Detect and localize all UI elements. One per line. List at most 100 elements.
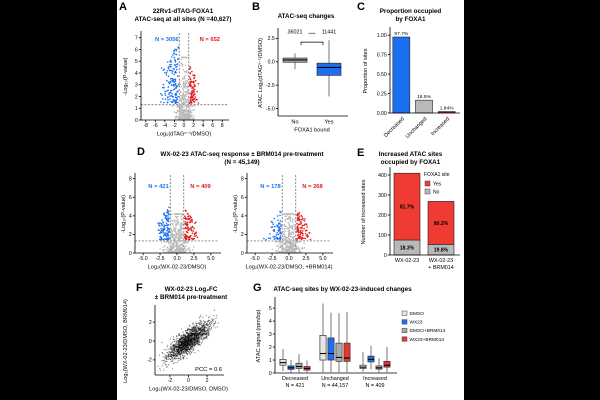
category-label: Increased bbox=[430, 116, 451, 137]
n-up-label: N = 268 bbox=[302, 184, 323, 190]
y-tick-label: 4 bbox=[269, 319, 272, 325]
y-tick-label: 0.50 bbox=[377, 72, 387, 78]
x-axis-label: Log₂(WX-02-23/DMSO, +BRM014) bbox=[246, 265, 333, 271]
panel-C-title: Proportion occupied by FOXA1 bbox=[357, 8, 464, 24]
panel-D-left-chart: N = 421 N = 409 -5.0 -2.5 0.0 2.5 5.0 0 2 4 6 8 Log₂… bbox=[121, 173, 221, 271]
panel-E-label: E bbox=[357, 147, 365, 159]
legend-item-label: No bbox=[433, 189, 440, 195]
y-tick-label: 0 bbox=[241, 251, 244, 257]
points-down bbox=[159, 46, 180, 105]
panel-E-title-line2: occupied by FOXA1 bbox=[380, 159, 441, 167]
y-tick-label: 6 bbox=[129, 195, 132, 201]
y-axis-label: -Log₁₀(P-value) bbox=[233, 195, 239, 233]
y-axis-label: Number of increased sites bbox=[361, 179, 367, 244]
y-tick-label: 5 bbox=[135, 59, 138, 65]
y-tick-label: -2.5 bbox=[266, 83, 275, 89]
x-tick-label: -6 bbox=[153, 123, 158, 129]
x-tick-label: -2.5 bbox=[156, 256, 165, 262]
points-up bbox=[184, 209, 199, 241]
panel-F-title: WX-02-23 Log₂FC ± BRM014 pre-treatment bbox=[131, 286, 251, 302]
bar-value-label: 1.84% bbox=[440, 106, 455, 112]
y-tick-label: 8 bbox=[129, 177, 132, 183]
group-label: Unchanged bbox=[321, 376, 349, 382]
x-tick-label: 6 bbox=[211, 123, 214, 129]
panel-C-chart: 97.7% Decreased 16.5% Unchanged 1.84% Increas… bbox=[363, 27, 460, 140]
panel-A-title-line2: ATAC-seq at all sites (N =40,627) bbox=[134, 16, 232, 24]
y-tick-label: 2.5 bbox=[268, 36, 275, 42]
y-tick-label: 2 bbox=[269, 345, 272, 351]
group-label: N = 421 bbox=[285, 383, 304, 389]
category-label: Decreased bbox=[383, 116, 406, 139]
x-tick-label: 5.0 bbox=[207, 256, 214, 262]
x-tick-label: 5.0 bbox=[319, 256, 326, 262]
panel-B-label: B bbox=[252, 1, 260, 13]
y-tick-label: 2 bbox=[149, 320, 152, 326]
x-tick-label: 2.5 bbox=[302, 256, 309, 262]
legend-item-label: Yes bbox=[433, 181, 442, 187]
panel-C-label: C bbox=[357, 1, 365, 13]
y-axis-label: -Log₁₀(P-value) bbox=[123, 57, 129, 95]
category-label: Yes bbox=[324, 120, 333, 126]
n-down-label: N = 3056 bbox=[155, 37, 179, 43]
y-tick-label: 0.75 bbox=[377, 52, 387, 58]
x-tick-label: 2 bbox=[192, 123, 195, 129]
y-tick-label: 0.00 bbox=[377, 111, 387, 117]
scatter-points bbox=[157, 309, 219, 371]
legend-swatch bbox=[401, 327, 408, 333]
y-tick-label: 0 bbox=[135, 118, 138, 124]
y-tick-label: 0 bbox=[269, 371, 272, 377]
panel-D-label: D bbox=[137, 146, 145, 158]
panel-G: G ATAC-seq sites by WX-02-23-induced cha… bbox=[252, 283, 464, 400]
y-tick-label: 0.25 bbox=[377, 91, 387, 97]
paper-figure: A 22Rv1-dTAG-FOXA1 ATAC-seq at all sites… bbox=[117, 0, 464, 400]
panel-B-title-line1: ATAC-seq changes bbox=[277, 13, 335, 20]
panel-A-label: A bbox=[119, 1, 127, 13]
panel-E-title: Increased ATAC sites occupied by FOXA1 bbox=[357, 151, 464, 167]
legend-item-label: WX23 bbox=[410, 320, 423, 326]
panel-D-title-line1: WX-02-23 ATAC-seq response ± BRM014 pre-… bbox=[160, 151, 324, 158]
panel-A: A 22Rv1-dTAG-FOXA1 ATAC-seq at all sites… bbox=[117, 0, 249, 147]
x-tick-label: -2.5 bbox=[268, 256, 277, 262]
bar-value-label: 97.7% bbox=[394, 31, 409, 37]
y-tick-label: 0.0 bbox=[268, 60, 275, 66]
panel-G-title-line1: ATAC-seq sites by WX-02-23-induced chang… bbox=[273, 286, 412, 293]
x-tick-label: 0 bbox=[183, 123, 186, 129]
x-tick-label: 0.0 bbox=[173, 256, 180, 262]
x-axis-label: Log₂(WX-02-23/DMSO) bbox=[148, 265, 207, 271]
panel-C: C Proportion occupied by FOXA1 97.7% Decr… bbox=[357, 0, 464, 150]
legend-swatch bbox=[401, 310, 408, 316]
x-axis-label: Log₂(WX-02-23/DMSO, DMSO) bbox=[149, 387, 228, 393]
points-nonsig bbox=[159, 213, 195, 254]
n-down-label: N = 178 bbox=[260, 184, 281, 190]
segment-label: 81.7% bbox=[400, 205, 415, 211]
y-tick-label: 5 bbox=[269, 306, 272, 312]
legend-item-label: DMSO+BRM014 bbox=[410, 328, 446, 334]
legend-swatch bbox=[424, 180, 431, 187]
y-tick-label: 4 bbox=[129, 214, 132, 220]
x-axis-label: Log₂(dTAGᵛ⁻¹/DMSO) bbox=[157, 132, 212, 138]
legend-item-label: WX23+BRM014 bbox=[410, 337, 445, 343]
panel-F-chart: PCC = 0.6 -2 0 2 -2 0 2 Log₂(WX-02-23/DMSO, DMS… bbox=[123, 299, 228, 393]
y-tick-label: 400 bbox=[378, 173, 387, 179]
y-tick-label: 3 bbox=[269, 332, 272, 338]
y-tick-label: 2 bbox=[241, 232, 244, 238]
y-axis-label: Proportion of sites bbox=[363, 48, 369, 93]
points-down bbox=[263, 210, 282, 241]
y-tick-label: 4 bbox=[135, 71, 138, 77]
x-tick-label: 0 bbox=[187, 378, 190, 384]
y-tick-label: 1 bbox=[135, 106, 138, 112]
y-tick-label: 0 bbox=[129, 251, 132, 257]
x-tick-label: 0.0 bbox=[285, 256, 292, 262]
points-nonsig bbox=[271, 213, 306, 254]
panel-F-label: F bbox=[136, 282, 143, 294]
count-label: 36021 bbox=[288, 30, 303, 36]
y-tick-label: 2 bbox=[129, 232, 132, 238]
y-tick-label: 0 bbox=[384, 253, 387, 259]
group-label: Increased bbox=[363, 376, 387, 382]
x-tick-label: -8 bbox=[143, 123, 148, 129]
bar-value-label: 16.5% bbox=[417, 94, 432, 100]
y-tick-label: 6 bbox=[135, 47, 138, 53]
pcc-annotation: PCC = 0.6 bbox=[195, 367, 222, 373]
panel-C-title-line2: by FOXA1 bbox=[395, 16, 426, 24]
